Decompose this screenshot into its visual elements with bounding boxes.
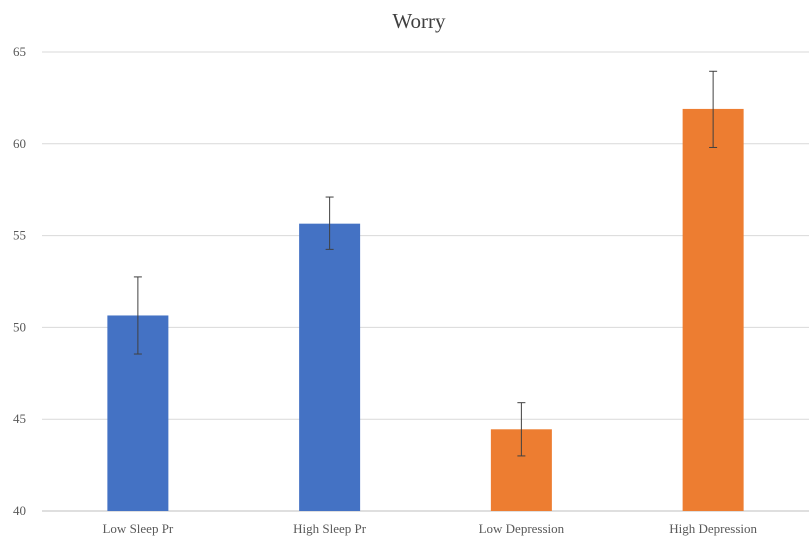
error-bars <box>133 70 718 457</box>
y-tick-label: 50 <box>13 319 26 334</box>
y-tick-label: 40 <box>13 503 26 518</box>
x-tick-label: High Sleep Pr <box>293 521 367 536</box>
y-tick-label: 55 <box>13 228 26 243</box>
error-bar <box>517 402 526 457</box>
x-tick-label: High Depression <box>669 521 757 536</box>
y-tick-label: 45 <box>13 411 26 426</box>
y-tick-label: 60 <box>13 136 26 151</box>
bar <box>682 108 744 511</box>
error-bar <box>133 276 142 355</box>
x-tick-label: Low Sleep Pr <box>102 521 173 536</box>
x-tick-label: Low Depression <box>479 521 565 536</box>
error-bar <box>325 196 334 250</box>
error-bar <box>709 70 718 148</box>
gridlines <box>42 51 809 512</box>
x-axis-ticks: Low Sleep Pr High Sleep Pr Low Depression H… <box>102 521 757 536</box>
y-axis-ticks: 40 45 50 55 60 65 <box>13 44 26 518</box>
chart-title: Worry <box>392 9 446 33</box>
bar <box>299 223 361 511</box>
y-tick-label: 65 <box>13 44 26 59</box>
bars <box>107 108 744 511</box>
